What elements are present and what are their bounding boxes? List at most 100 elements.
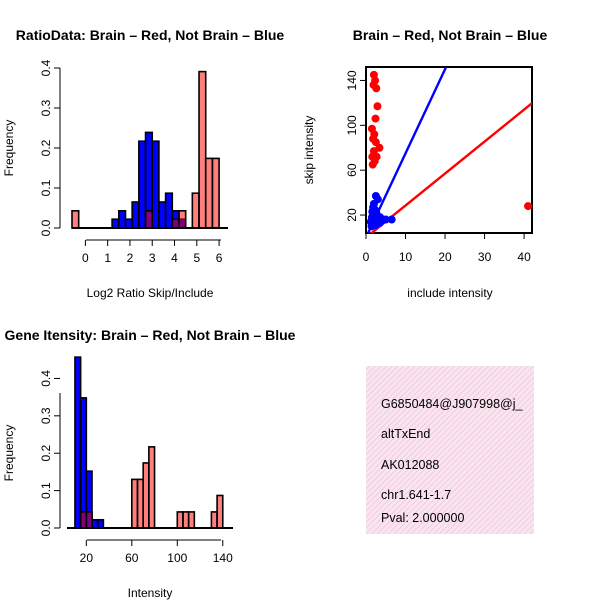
info-box-background [366,366,534,534]
ratio-bar-brain-3 [178,210,187,229]
ratio-xtick-label-1: 1 [104,251,111,265]
intensity-x-label: Intensity [128,586,173,600]
ratio-ytick-label-2: 0.2 [39,139,53,156]
scatter-point-brain-15 [368,160,377,169]
intensity-bar-brain-5 [148,446,156,529]
ratio-xtick-label-4: 4 [171,251,178,265]
intensity-scatter-panel: Brain – Red, Not Brain – Blue 0 10 20 30 40 … [302,27,548,300]
scatter-xtick-label-2: 20 [438,250,452,264]
ratio-y-label: Frequency [2,120,16,177]
scatter-point-brain-16 [524,202,532,211]
ratio-bar-notbrain-7 [158,201,167,229]
ratio-ytick-label-4: 0.4 [39,59,53,76]
intensity-bar-notbrain-1 [79,397,88,529]
intensity-bar-brain-6 [176,511,184,529]
scatter-ytick-label-1: 60 [345,163,359,177]
ratio-bar-brain-5 [198,70,207,229]
scatter-point-notbrain-24 [370,216,379,225]
scatter-point-brain-5 [371,114,380,123]
intensity-histogram-panel: Gene Itensity: Brain – Red, Not Brain – … [2,327,296,600]
ratio-bar-brain-2 [171,218,180,229]
ratio-xtick-label-0: 0 [82,251,89,265]
scatter-xtick-label-3: 30 [478,250,492,264]
intensity-xtick-label-3: 140 [213,551,233,565]
ratio-bar-notbrain-4 [138,140,147,229]
scatter-x-ticks: 0 10 20 30 40 [363,233,531,264]
scatter-ytick-label-0: 20 [345,208,359,222]
ratio-chart-title: RatioData: Brain – Red, Not Brain – Blue [16,27,285,43]
ratio-bars [71,70,220,229]
scatter-x-label: include intensity [407,286,492,300]
scatter-ytick-label-3: 140 [345,70,359,90]
ratio-xtick-label-5: 5 [193,251,200,265]
ratio-xtick-label-2: 2 [127,251,134,265]
ratio-bar-notbrain-2 [124,218,133,229]
intensity-bar-brain-3 [136,478,144,529]
ratio-bar-notbrain-6 [151,140,160,229]
intensity-ytick-label-4: 0.4 [39,370,53,387]
info-location: chr1.641-1.7 [381,488,451,502]
ratio-xtick-label-3: 3 [149,251,156,265]
ratio-ytick-label-1: 0.1 [39,179,53,196]
info-accession: AK012088 [381,458,439,472]
ratio-bar-notbrain-0 [111,218,120,229]
ratio-y-ticks: 0.0 0.1 0.2 0.3 0.4 [39,59,60,236]
scatter-points [366,70,532,231]
info-event-type: altTxEnd [381,427,430,441]
intensity-xtick-label-0: 20 [80,551,94,565]
scatter-ytick-label-2: 100 [345,115,359,135]
scatter-xtick-label-4: 40 [517,250,531,264]
scatter-xtick-label-1: 10 [399,250,413,264]
info-box: G6850484@J907998@j_ altTxEnd AK012088 ch… [366,366,534,534]
intensity-bar-notbrain-4 [96,518,105,529]
intensity-ytick-label-0: 0.0 [39,519,53,536]
ratio-bar-brain-7 [211,157,220,229]
ratio-ytick-label-3: 0.3 [39,99,53,116]
intensity-y-ticks: 0.0 0.1 0.2 0.3 0.4 [39,370,60,536]
intensity-bar-brain-7 [182,511,190,529]
ratio-bar-notbrain-1 [118,210,127,229]
intensity-bar-brain-1 [85,511,93,529]
intensity-ytick-label-2: 0.2 [39,445,53,462]
intensity-y-label: Frequency [2,425,16,482]
intensity-ytick-label-3: 0.3 [39,407,53,424]
scatter-fit-line-brain [369,102,532,233]
info-event-id: G6850484@J907998@j_ [381,397,524,411]
ratio-ytick-label-0: 0.0 [39,219,53,236]
scatter-plot-box [365,66,533,234]
ratio-bar-brain-1 [144,210,154,229]
intensity-bar-brain-4 [142,462,150,529]
ratio-histogram-panel: RatioData: Brain – Red, Not Brain – Blue… [2,27,284,300]
intensity-bar-brain-0 [79,511,88,529]
intensity-xtick-label-2: 100 [167,551,187,565]
intensity-bar-brain-10 [216,494,224,529]
scatter-point-notbrain-20 [387,215,396,224]
intensity-bar-notbrain-3 [91,518,99,529]
scatter-point-brain-3 [372,84,381,93]
intensity-bar-notbrain-0 [74,356,82,529]
scatter-fit-line-notbrain [366,67,448,233]
intensity-bars [74,356,224,529]
ratio-bar-notbrain-3 [131,201,140,229]
ratio-x-label: Log2 Ratio Skip/Include [87,286,214,300]
ratio-bar-brain-0 [71,210,80,229]
ratio-bar-brain-4 [191,192,200,229]
intensity-x-ticks: 20 60 100 140 [80,540,233,565]
intensity-xtick-label-1: 60 [125,551,139,565]
intensity-bar-brain-2 [131,478,139,529]
info-pval: Pval: 2.000000 [381,511,464,525]
intensity-bar-brain-9 [210,511,218,529]
ratio-bar-brain-6 [204,157,214,229]
intensity-ytick-label-1: 0.1 [39,482,53,499]
scatter-xtick-label-0: 0 [363,250,370,264]
scatter-fit-lines [366,67,532,233]
ratio-xtick-label-6: 6 [216,251,223,265]
scatter-y-label: skip intensity [302,116,316,185]
scatter-chart-title: Brain – Red, Not Brain – Blue [353,27,548,43]
intensity-bar-brain-8 [187,511,196,529]
scatter-y-ticks: 20 60 100 140 [345,70,366,222]
ratio-bar-notbrain-8 [164,192,174,229]
intensity-chart-title: Gene Itensity: Brain – Red, Not Brain – … [5,327,296,343]
ratio-x-ticks: 0 1 2 3 4 5 6 [82,240,223,265]
